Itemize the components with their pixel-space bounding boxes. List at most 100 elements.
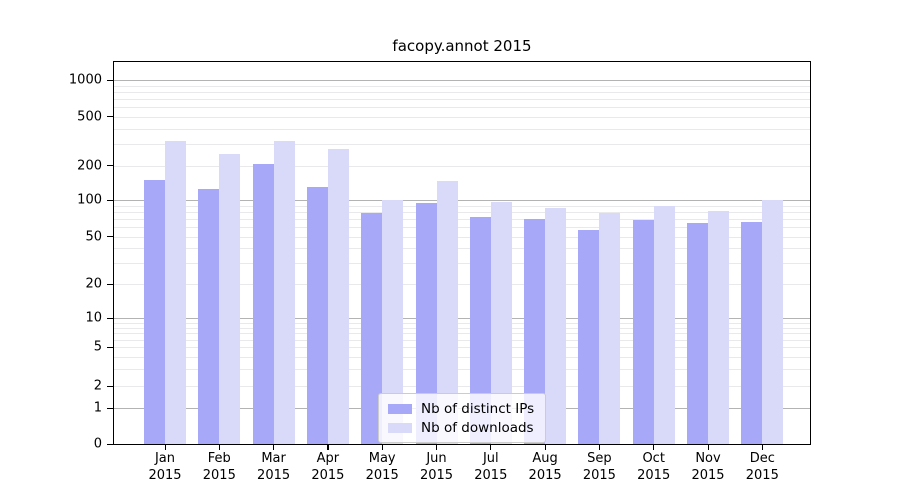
x-axis-label-dec: Dec 2015	[745, 451, 779, 483]
gridline-minor	[114, 386, 810, 387]
y-axis-label-1000: 1000	[68, 72, 102, 88]
x-axis-tick	[761, 445, 763, 450]
x-axis-label-jul: Jul 2015	[474, 451, 508, 483]
legend: Nb of distinct IPs Nb of downloads	[378, 393, 546, 443]
plot-area: Nb of distinct IPs Nb of downloads	[113, 61, 811, 445]
y-axis-label-20: 20	[85, 276, 102, 292]
y-axis-label-500: 500	[77, 109, 102, 125]
gridline-minor	[114, 116, 810, 118]
bar-ips-oct	[632, 220, 654, 444]
bar-downloads-nov	[708, 211, 729, 444]
bar-ips-mar	[252, 164, 274, 444]
gridline-major	[114, 80, 810, 81]
y-axis-tick	[107, 236, 113, 238]
x-axis-tick	[327, 445, 329, 450]
y-axis-tick	[107, 385, 113, 387]
x-axis-label-sep: Sep 2015	[582, 451, 616, 483]
gridline-minor	[114, 322, 810, 324]
bar-ips-sep	[578, 229, 600, 444]
x-axis-tick	[544, 445, 546, 450]
gridline-minor	[114, 333, 810, 335]
gridline-minor	[114, 347, 810, 349]
gridline-minor	[114, 368, 810, 370]
x-axis-label-may: May 2015	[365, 451, 399, 483]
x-axis-tick	[598, 445, 601, 450]
x-axis-label-oct: Oct 2015	[637, 451, 671, 483]
legend-label-downloads: Nb of downloads	[421, 419, 534, 436]
gridline-minor	[114, 165, 810, 167]
x-axis-label-mar: Mar 2015	[257, 451, 291, 483]
gridline-major	[114, 200, 810, 201]
bar-downloads-mar	[273, 140, 295, 444]
x-axis-tick	[707, 445, 709, 450]
legend-row-distinct-ips: Nb of distinct IPs	[388, 399, 537, 418]
bar-downloads-aug	[545, 208, 567, 444]
x-axis-tick	[218, 445, 220, 450]
x-axis-label-feb: Feb 2015	[202, 451, 236, 483]
x-axis-label-jun: Jun 2015	[419, 451, 454, 483]
gridline-minor	[114, 236, 810, 238]
gridline-minor	[114, 107, 810, 109]
gridline-minor	[114, 218, 810, 220]
legend-swatch-downloads	[388, 422, 412, 433]
y-axis-tick	[107, 199, 113, 201]
bar-ips-dec	[741, 222, 763, 444]
y-axis-label-100: 100	[77, 192, 102, 208]
y-axis-tick	[107, 116, 113, 118]
bar-downloads-oct	[653, 205, 675, 444]
gridline-minor	[114, 356, 810, 358]
y-axis-tick	[107, 283, 113, 285]
gridline-minor	[114, 339, 810, 341]
gridline-minor	[114, 205, 810, 207]
gridline-minor	[114, 91, 810, 93]
y-axis-label-5: 5	[93, 339, 102, 355]
bar-ips-aug	[524, 218, 546, 444]
chart-title: facopy.annot 2015	[392, 37, 532, 55]
bar-downloads-sep	[599, 213, 621, 444]
y-axis-tick	[107, 346, 113, 348]
bar-downloads-jul	[490, 201, 512, 444]
gridline-minor	[114, 144, 810, 146]
y-axis-label-200: 200	[77, 158, 102, 174]
gridline-minor	[114, 263, 810, 265]
legend-swatch-distinct-ips	[388, 403, 412, 414]
bar-downloads-jun	[436, 180, 458, 444]
gridline-minor	[114, 98, 810, 100]
y-axis-label-1: 1	[93, 400, 102, 416]
bar-downloads-dec	[762, 200, 784, 444]
gridline-minor	[114, 211, 810, 213]
x-axis-label-jan: Jan 2015	[148, 451, 182, 483]
bar-downloads-apr	[327, 149, 349, 444]
bar-ips-feb	[198, 188, 220, 444]
bar-ips-nov	[687, 222, 708, 444]
bar-ips-jan	[144, 179, 165, 444]
bar-downloads-jan	[165, 141, 186, 444]
x-axis-tick	[436, 445, 438, 450]
x-axis-tick	[273, 445, 275, 450]
gridline-minor	[114, 327, 810, 329]
x-axis-label-apr: Apr 2015	[311, 451, 345, 483]
x-axis-tick	[164, 445, 166, 450]
y-axis-tick	[107, 317, 113, 319]
gridline-minor	[114, 128, 810, 130]
legend-row-downloads: Nb of downloads	[388, 418, 537, 437]
x-axis-label-aug: Aug 2015	[528, 451, 562, 483]
bar-downloads-may	[382, 200, 404, 444]
gridline-major	[114, 318, 810, 320]
y-axis-label-0: 0	[93, 436, 102, 452]
gridline-minor	[114, 248, 810, 250]
gridline-minor	[114, 85, 810, 87]
gridline-minor	[114, 227, 810, 229]
y-axis-label-10: 10	[85, 310, 102, 326]
y-axis-label-2: 2	[93, 378, 102, 394]
bar-ips-jun	[415, 202, 437, 444]
x-axis-label-nov: Nov 2015	[691, 451, 725, 483]
y-axis-tick	[107, 79, 113, 81]
bar-ips-may	[361, 213, 383, 444]
y-axis-label-50: 50	[85, 229, 102, 245]
bar-downloads-feb	[219, 154, 241, 444]
bar-ips-apr	[306, 187, 328, 444]
y-axis-tick	[107, 443, 113, 445]
x-axis-tick	[490, 445, 492, 450]
